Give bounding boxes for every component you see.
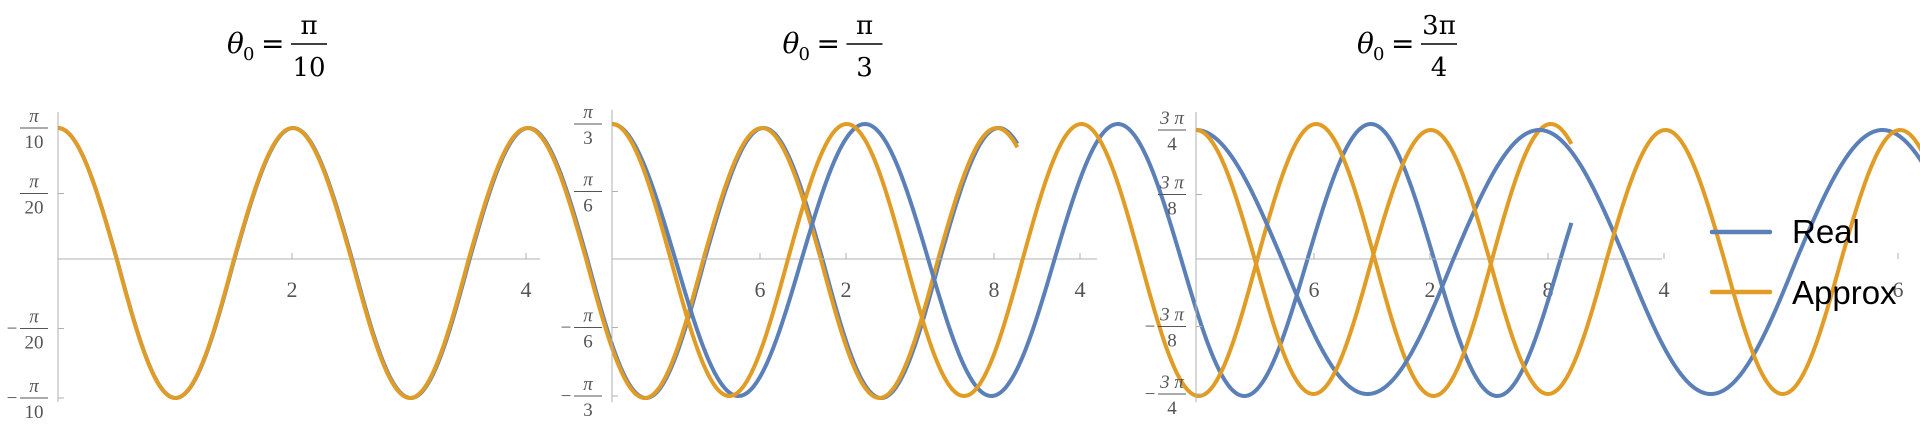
title-lhs: θ	[227, 27, 244, 60]
x-tick-label: 4	[1075, 277, 1086, 302]
legend-label-approx: Approx	[1792, 274, 1897, 311]
y-tick-sign: −	[1145, 384, 1156, 405]
x-tick-label: 6	[755, 277, 766, 302]
y-tick-sign: −	[561, 318, 572, 339]
x-tick-label: 4	[1659, 277, 1670, 302]
y-tick-denominator: 10	[25, 132, 44, 153]
y-tick-denominator: 3	[583, 400, 593, 421]
y-tick-denominator: 8	[1167, 331, 1177, 352]
x-tick-label: 6	[1309, 277, 1320, 302]
title-denominator: 3	[856, 53, 873, 83]
x-tick-label: 8	[1543, 277, 1554, 302]
x-tick-label: 4	[521, 277, 532, 302]
title-numerator: π	[300, 11, 317, 41]
x-tick-label: 2	[841, 277, 852, 302]
series-line-approx	[1195, 128, 1920, 396]
title-numerator: 3π	[1422, 11, 1456, 41]
series-line-real	[611, 122, 1574, 398]
y-tick-numerator: π	[583, 170, 593, 191]
y-tick-denominator: 6	[583, 196, 593, 217]
y-tick-sign: −	[7, 318, 18, 339]
chart-title: θ 0 = 3π 4	[1357, 11, 1457, 83]
series-line-approx	[57, 126, 1020, 400]
x-tick-label: 6	[1893, 277, 1904, 302]
title-subscript: 0	[243, 44, 254, 65]
chart-panel-3: θ0=3π424683 π43 π83 π8−3 π4−	[1145, 11, 1920, 419]
y-tick-label: 3 π8	[1158, 173, 1186, 220]
title-equals: =	[1391, 27, 1414, 60]
x-tick-label: 2	[1425, 277, 1436, 302]
y-tick-numerator: 3 π	[1159, 173, 1184, 194]
y-tick-label: π 6−	[561, 306, 602, 353]
chart-title: θ 0 = π 10	[227, 11, 327, 83]
y-tick-sign: −	[561, 386, 572, 407]
y-tick-label: 3 π 8−	[1145, 305, 1186, 352]
y-tick-label: π 10	[20, 106, 48, 153]
x-tick-label: 2	[287, 277, 298, 302]
x-tick-label: 8	[989, 277, 1000, 302]
y-tick-denominator: 20	[25, 198, 44, 219]
y-tick-numerator: π	[29, 376, 39, 397]
title-subscript: 0	[799, 44, 810, 65]
title-equals: =	[261, 27, 284, 60]
y-tick-numerator: 3 π	[1159, 305, 1184, 326]
y-tick-sign: −	[7, 388, 18, 409]
y-tick-numerator: π	[583, 102, 593, 123]
y-tick-numerator: π	[29, 172, 39, 193]
y-tick-numerator: π	[29, 306, 39, 327]
title-lhs: θ	[783, 27, 800, 60]
legend-label-real: Real	[1792, 213, 1860, 250]
title-denominator: 10	[292, 53, 325, 83]
y-tick-numerator: π	[583, 374, 593, 395]
title-lhs: θ	[1357, 27, 1374, 60]
y-tick-denominator: 10	[25, 402, 44, 423]
legend: Real Approx	[1709, 213, 1897, 311]
y-tick-denominator: 4	[1167, 398, 1177, 419]
y-tick-denominator: 8	[1167, 199, 1177, 220]
y-tick-numerator: π	[583, 306, 593, 327]
y-tick-numerator: 3 π	[1159, 108, 1184, 129]
y-tick-sign: −	[1145, 317, 1156, 338]
y-tick-numerator: π	[29, 106, 39, 127]
title-denominator: 4	[1431, 53, 1448, 83]
y-tick-denominator: 4	[1167, 134, 1177, 155]
chart-title: θ 0 = π 3	[783, 11, 883, 83]
title-subscript: 0	[1373, 44, 1384, 65]
title-equals: =	[817, 27, 840, 60]
title-numerator: π	[856, 11, 873, 41]
y-tick-label: 3 π4	[1158, 108, 1186, 155]
series-line-real	[57, 126, 1020, 400]
y-tick-label: 3 π 4−	[1145, 372, 1186, 419]
y-tick-numerator: 3 π	[1159, 372, 1184, 393]
y-tick-denominator: 3	[583, 128, 593, 149]
y-tick-label: π3	[574, 102, 602, 149]
y-tick-label: π 20−	[7, 306, 48, 353]
y-tick-label: π 3−	[561, 374, 602, 421]
y-tick-label: π 20	[20, 172, 48, 219]
y-tick-label: π6	[574, 170, 602, 217]
series-line-approx	[611, 122, 1574, 398]
y-tick-denominator: 6	[583, 332, 593, 353]
y-tick-label: π 10−	[7, 376, 48, 423]
y-tick-denominator: 20	[25, 332, 44, 353]
series-line-real	[1195, 128, 1920, 396]
